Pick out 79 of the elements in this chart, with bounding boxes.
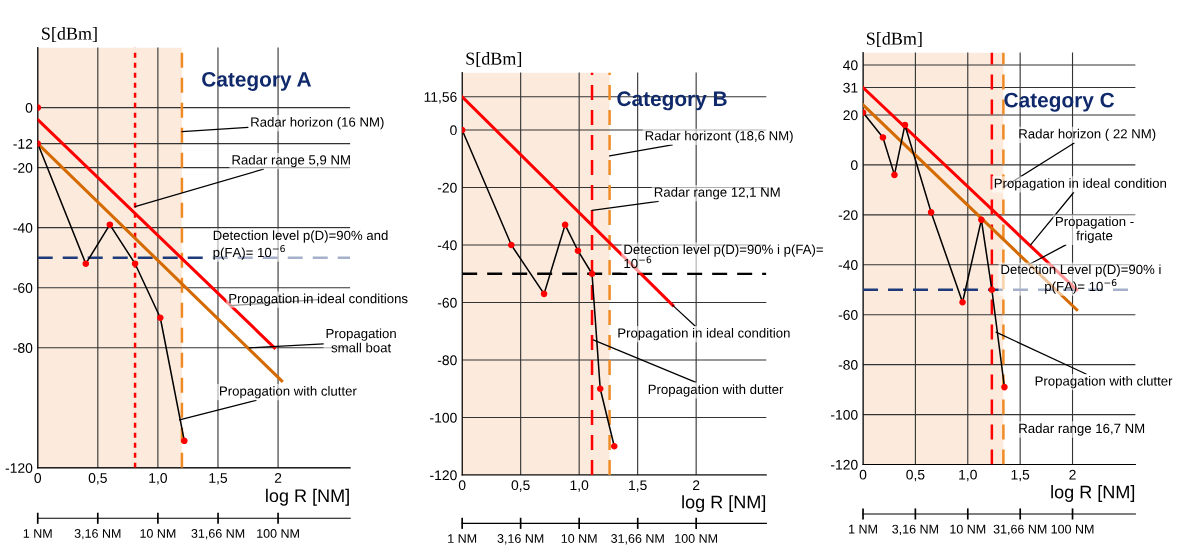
y-tick-label: -60 <box>13 283 33 293</box>
y-tick-label: -40 <box>838 260 858 270</box>
y-tick-label: -100 <box>830 409 858 420</box>
annotation: Radar range 12,1 NM <box>654 187 780 200</box>
x-tick-label: 1,0 <box>149 473 168 485</box>
x-tick-label: 1,0 <box>570 480 589 492</box>
y-axis-title: S[dBm] <box>466 52 522 67</box>
y-tick-label: 31 <box>843 82 858 93</box>
annotation: Radar range 16,7 NM <box>1019 423 1145 436</box>
x2-tick-label: 3,16 NM <box>497 534 544 545</box>
x-tick-label: 2 <box>274 473 282 483</box>
x2-tick-label: 1 NM <box>23 529 52 538</box>
y-tick-label: -120 <box>5 463 33 474</box>
x-tick-label: 0 <box>859 469 867 480</box>
y-axis-title: S[dBm] <box>42 26 97 42</box>
y-tick-label: -80 <box>437 355 457 366</box>
y-tick-label: 11,56 <box>424 92 457 104</box>
x-tick-label: 0 <box>34 473 42 483</box>
text: Category A <box>202 71 312 91</box>
x-tick-label: 0,5 <box>906 469 925 482</box>
y-tick-label: -80 <box>838 359 858 370</box>
annotation: Detection Level p(D)=90% i p(FA)= 10$^{−6}$ <box>1001 264 1161 294</box>
annotation: Detection level p(D)=90% and p(FA)= 10$^{−6}$ <box>213 230 388 260</box>
x-axis-title: log R [NM] <box>1051 485 1135 502</box>
y-tick-label: -120 <box>430 470 457 481</box>
annotation: Propagation - frigate <box>1056 216 1134 243</box>
x2-tick-label: 31,66 NM <box>993 524 1047 536</box>
x2-tick-label: 3,16 NM <box>892 524 938 536</box>
x2-tick-label: 100 NM <box>257 529 299 538</box>
x2-tick-label: 10 NM <box>950 524 986 534</box>
x-axis-title: log R [NM] <box>266 488 349 506</box>
x-tick-label: 1,5 <box>629 480 647 492</box>
y-tick-label: -20 <box>13 162 33 173</box>
x-tick-label: 1,5 <box>209 473 228 485</box>
annotation: Radar horizon ( 22 NM) <box>1019 128 1156 142</box>
y-tick-label: -40 <box>13 223 33 233</box>
x2-tick-label: 1 NM <box>448 534 477 543</box>
x2-tick-label: 100 NM <box>1051 524 1094 534</box>
y-tick-label: -60 <box>437 297 457 308</box>
x-tick-label: 2 <box>692 480 700 490</box>
x2-tick-label: 3,16 NM <box>74 529 121 540</box>
y-tick-label: -20 <box>437 182 457 193</box>
annotation: Detection level p(D)=90% i p(FA)= 10$^{−6}$ <box>624 244 823 269</box>
y-tick-label: -100 <box>430 412 457 423</box>
annotation: Radar horizont (18,6 NM) <box>645 130 793 143</box>
x2-tick-label: 31,66 NM <box>191 529 245 540</box>
y-tick-label: 0 <box>25 102 33 113</box>
x2-tick-label: 31,66 NM <box>611 534 664 545</box>
annotation: Propagation in ideal conditions <box>229 293 408 306</box>
y-tick-label: -40 <box>437 240 457 251</box>
y-tick-label: -120 <box>830 459 858 470</box>
annotation: Propagation in ideal condition <box>994 178 1167 191</box>
x-tick-label: 0,5 <box>511 480 530 492</box>
y-tick-label: 20 <box>843 110 858 121</box>
annotation: Propagation with clutter <box>220 386 357 399</box>
y-tick-label: 0 <box>450 125 457 136</box>
x2-tick-label: 100 NM <box>675 534 718 543</box>
annotation: Radar range 5,9 NM <box>232 154 350 168</box>
y-axis-title: S[dBm] <box>866 32 922 47</box>
annotation: Propagation with dutter <box>648 384 784 397</box>
y-tick-label: -80 <box>13 343 33 353</box>
y-tick-label: 40 <box>843 60 858 71</box>
y-tick-label: -20 <box>838 210 858 220</box>
annotation: Propagation with clutter <box>1035 375 1173 389</box>
x-tick-label: 1,5 <box>1011 469 1030 482</box>
x-axis-title: log R [NM] <box>682 495 766 512</box>
x2-tick-label: 10 NM <box>561 534 597 543</box>
annotation: Radar horizon (16 NM) <box>251 117 384 130</box>
annotation: Propagation small boat <box>326 328 396 353</box>
x-tick-label: 0 <box>458 480 466 491</box>
x2-tick-label: 1 NM <box>849 524 877 534</box>
x-tick-label: 1,0 <box>959 469 977 482</box>
annotation: Propagation in ideal condition <box>618 327 790 341</box>
y-tick-label: -12 <box>13 138 33 149</box>
x-tick-label: 0,5 <box>88 473 107 485</box>
x-tick-label: 2 <box>1069 469 1076 480</box>
y-tick-label: -60 <box>838 310 858 320</box>
x2-tick-label: 10 NM <box>140 529 176 538</box>
y-tick-label: 0 <box>850 160 858 171</box>
